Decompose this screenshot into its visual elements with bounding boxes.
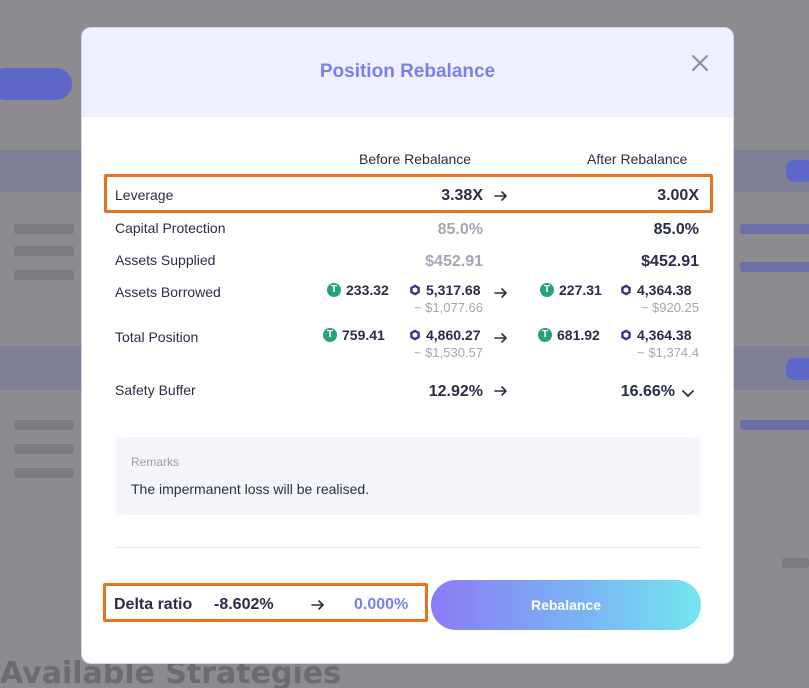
close-icon xyxy=(692,55,708,71)
token-amount: 227.31 xyxy=(559,282,602,298)
delta-ratio-highlight xyxy=(103,583,428,622)
background-link xyxy=(740,224,809,234)
hex-token-icon xyxy=(621,284,631,296)
assets-borrowed-before-token-b: 5,317.68 xyxy=(409,282,481,298)
hex-token-icon xyxy=(410,329,420,341)
arrow-right-icon xyxy=(493,285,509,301)
tether-icon: T xyxy=(323,328,337,342)
remarks-box: Remarks The impermanent loss will be rea… xyxy=(115,437,701,515)
safety-buffer-label: Safety Buffer xyxy=(115,382,196,398)
position-rebalance-modal: Position Rebalance Before Rebalance Afte… xyxy=(81,27,734,664)
column-header-before: Before Rebalance xyxy=(359,151,472,167)
background-chip xyxy=(786,160,809,182)
safety-buffer-before: 12.92% xyxy=(428,383,483,400)
capital-protection-label: Capital Protection xyxy=(115,220,226,236)
delta-ratio-after: 0.000% xyxy=(354,596,409,613)
token-amount: 5,317.68 xyxy=(426,282,481,298)
delta-ratio-before: -8.602% xyxy=(214,596,274,613)
remarks-label: Remarks xyxy=(131,455,180,469)
total-position-before-token-a: T 759.41 xyxy=(323,327,385,343)
leverage-before: 3.38X xyxy=(441,187,483,204)
token-amount: 4,364.38 xyxy=(637,282,692,298)
modal-header: Position Rebalance xyxy=(82,28,733,117)
assets-borrowed-after-token-b: 4,364.38 xyxy=(620,282,692,298)
total-position-after-token-b: 4,364.38 xyxy=(620,327,692,343)
background-line xyxy=(14,444,74,454)
arrow-right-icon xyxy=(310,597,326,613)
background-link xyxy=(740,262,809,272)
total-position-before-token-b: 4,860.27 xyxy=(409,327,481,343)
total-position-after-usd: ~ $1,374.4 xyxy=(637,345,699,360)
background-pill xyxy=(0,68,72,100)
assets-borrowed-before-token-a: T 233.32 xyxy=(327,282,389,298)
token-amount: 681.92 xyxy=(557,327,600,343)
rebalance-button[interactable]: Rebalance xyxy=(431,580,701,630)
tether-icon: T xyxy=(327,283,341,297)
hex-token-icon xyxy=(410,284,420,296)
modal-title: Position Rebalance xyxy=(319,61,496,82)
token-amount: 4,860.27 xyxy=(426,327,481,343)
arrow-right-icon xyxy=(493,188,509,204)
tether-icon: T xyxy=(538,328,552,342)
arrow-right-icon xyxy=(493,383,509,399)
remarks-text: The impermanent loss will be realised. xyxy=(131,481,370,497)
assets-borrowed-label: Assets Borrowed xyxy=(115,284,221,300)
delta-ratio-label: Delta ratio xyxy=(114,596,193,613)
assets-supplied-after: $452.91 xyxy=(641,253,699,270)
token-amount: 233.32 xyxy=(346,282,389,298)
background-line xyxy=(14,224,74,234)
background-line xyxy=(14,270,74,280)
divider xyxy=(115,547,701,548)
background-line xyxy=(14,420,74,430)
assets-supplied-label: Assets Supplied xyxy=(115,252,216,268)
assets-borrowed-after-usd: ~ $920.25 xyxy=(640,300,699,315)
total-position-label: Total Position xyxy=(115,329,199,345)
assets-borrowed-after-token-a: T 227.31 xyxy=(540,282,602,298)
leverage-highlight xyxy=(104,174,713,213)
arrow-right-icon xyxy=(493,330,509,346)
column-header-after: After Rebalance xyxy=(587,151,688,167)
token-amount: 759.41 xyxy=(342,327,385,343)
close-button[interactable] xyxy=(689,52,711,74)
background-line xyxy=(14,246,74,256)
leverage-label: Leverage xyxy=(115,187,174,203)
background-chip xyxy=(786,358,809,380)
assets-borrowed-before-usd: ~ $1,077.66 xyxy=(413,300,483,315)
tether-icon: T xyxy=(540,283,554,297)
assets-supplied-before: $452.91 xyxy=(425,253,483,270)
background-line xyxy=(14,468,74,478)
token-amount: 4,364.38 xyxy=(637,327,692,343)
total-position-before-usd: ~ $1,530.57 xyxy=(413,345,483,360)
background-link xyxy=(740,420,809,430)
hex-token-icon xyxy=(621,329,631,341)
chevron-down-icon[interactable] xyxy=(680,385,696,401)
safety-buffer-after: 16.66% xyxy=(620,383,675,400)
capital-protection-after: 85.0% xyxy=(653,221,699,238)
total-position-after-token-a: T 681.92 xyxy=(538,327,600,343)
leverage-after: 3.00X xyxy=(657,187,699,204)
background-line xyxy=(782,558,809,568)
capital-protection-before: 85.0% xyxy=(437,221,483,238)
